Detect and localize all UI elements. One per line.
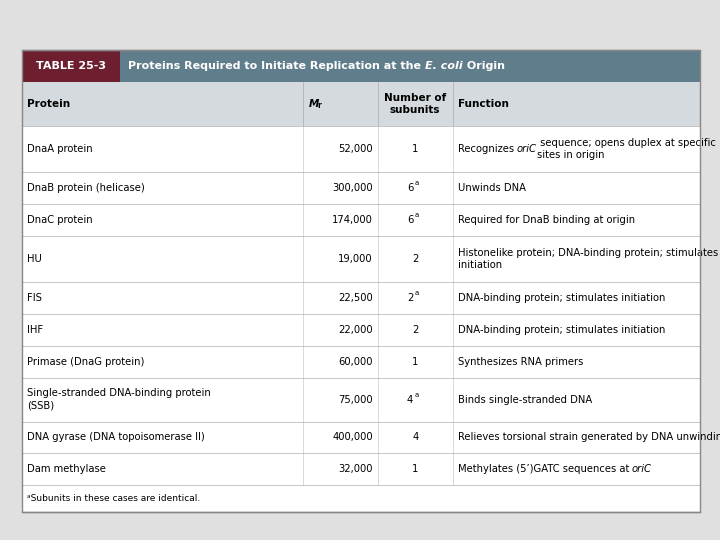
Bar <box>22 126 700 172</box>
Text: 1: 1 <box>412 464 418 474</box>
Text: 400,000: 400,000 <box>333 433 373 442</box>
Bar <box>22 377 700 422</box>
Bar <box>22 50 120 82</box>
Text: 32,000: 32,000 <box>338 464 373 474</box>
Text: FIS: FIS <box>27 293 42 303</box>
Text: Required for DnaB binding at origin: Required for DnaB binding at origin <box>457 215 634 225</box>
Text: Protein: Protein <box>27 99 70 109</box>
Text: 6: 6 <box>407 215 413 225</box>
Text: 60,000: 60,000 <box>338 356 373 367</box>
Text: Methylates (5’)GATC sequences at: Methylates (5’)GATC sequences at <box>457 464 632 474</box>
Bar <box>22 82 700 126</box>
Text: 22,000: 22,000 <box>338 325 373 335</box>
Bar <box>22 50 700 512</box>
Bar <box>22 282 700 314</box>
Text: Origin: Origin <box>463 61 505 71</box>
Text: Synthesizes RNA primers: Synthesizes RNA primers <box>457 356 583 367</box>
Text: 1: 1 <box>412 144 418 154</box>
Text: Single-stranded DNA-binding protein
(SSB): Single-stranded DNA-binding protein (SSB… <box>27 388 211 411</box>
Text: 22,500: 22,500 <box>338 293 373 303</box>
Text: 174,000: 174,000 <box>332 215 373 225</box>
Text: sequence; opens duplex at specific
sites in origin: sequence; opens duplex at specific sites… <box>537 138 716 160</box>
Bar <box>22 314 700 346</box>
Text: Primase (DnaG protein): Primase (DnaG protein) <box>27 356 145 367</box>
Text: DNA gyrase (DNA topoisomerase II): DNA gyrase (DNA topoisomerase II) <box>27 433 204 442</box>
Text: Number of
subunits: Number of subunits <box>384 92 446 115</box>
Bar <box>22 50 700 82</box>
Text: 2: 2 <box>412 254 418 264</box>
Bar <box>22 346 700 377</box>
Text: 2: 2 <box>407 293 413 303</box>
Text: 75,000: 75,000 <box>338 395 373 404</box>
Text: M: M <box>308 99 319 109</box>
Text: 19,000: 19,000 <box>338 254 373 264</box>
Text: HU: HU <box>27 254 42 264</box>
Text: Histonelike protein; DNA-binding protein; stimulates
initiation: Histonelike protein; DNA-binding protein… <box>457 248 718 270</box>
Text: DnaB protein (helicase): DnaB protein (helicase) <box>27 183 145 193</box>
Text: 6: 6 <box>407 183 413 193</box>
Text: E. coli: E. coli <box>426 61 463 71</box>
Text: a: a <box>414 392 418 397</box>
Bar <box>22 422 700 454</box>
Text: a: a <box>414 290 418 296</box>
Text: DNA-binding protein; stimulates initiation: DNA-binding protein; stimulates initiati… <box>457 325 665 335</box>
Text: oriC: oriC <box>517 144 537 154</box>
Text: r: r <box>318 102 321 110</box>
Text: IHF: IHF <box>27 325 43 335</box>
Text: Dam methylase: Dam methylase <box>27 464 106 474</box>
Text: a: a <box>414 212 418 218</box>
Text: 300,000: 300,000 <box>333 183 373 193</box>
Text: ᵃSubunits in these cases are identical.: ᵃSubunits in these cases are identical. <box>27 494 200 503</box>
Text: Relieves torsional strain generated by DNA unwinding: Relieves torsional strain generated by D… <box>457 433 720 442</box>
Bar <box>22 454 700 485</box>
Text: Proteins Required to Initiate Replication at the: Proteins Required to Initiate Replicatio… <box>128 61 426 71</box>
Text: DnaC protein: DnaC protein <box>27 215 93 225</box>
Text: TABLE 25-3: TABLE 25-3 <box>36 61 106 71</box>
Text: 4: 4 <box>412 433 418 442</box>
Text: 2: 2 <box>412 325 418 335</box>
Text: oriC: oriC <box>632 464 652 474</box>
Text: Recognizes: Recognizes <box>457 144 517 154</box>
Bar <box>22 172 700 204</box>
Text: DNA-binding protein; stimulates initiation: DNA-binding protein; stimulates initiati… <box>457 293 665 303</box>
Text: 1: 1 <box>412 356 418 367</box>
Text: 52,000: 52,000 <box>338 144 373 154</box>
Bar <box>22 236 700 282</box>
Text: 4: 4 <box>407 395 413 404</box>
Text: Unwinds DNA: Unwinds DNA <box>457 183 526 193</box>
Text: Binds single-stranded DNA: Binds single-stranded DNA <box>457 395 592 404</box>
Bar <box>22 485 700 512</box>
Bar <box>22 204 700 236</box>
Text: Function: Function <box>457 99 508 109</box>
Text: DnaA protein: DnaA protein <box>27 144 93 154</box>
Text: a: a <box>414 180 418 186</box>
